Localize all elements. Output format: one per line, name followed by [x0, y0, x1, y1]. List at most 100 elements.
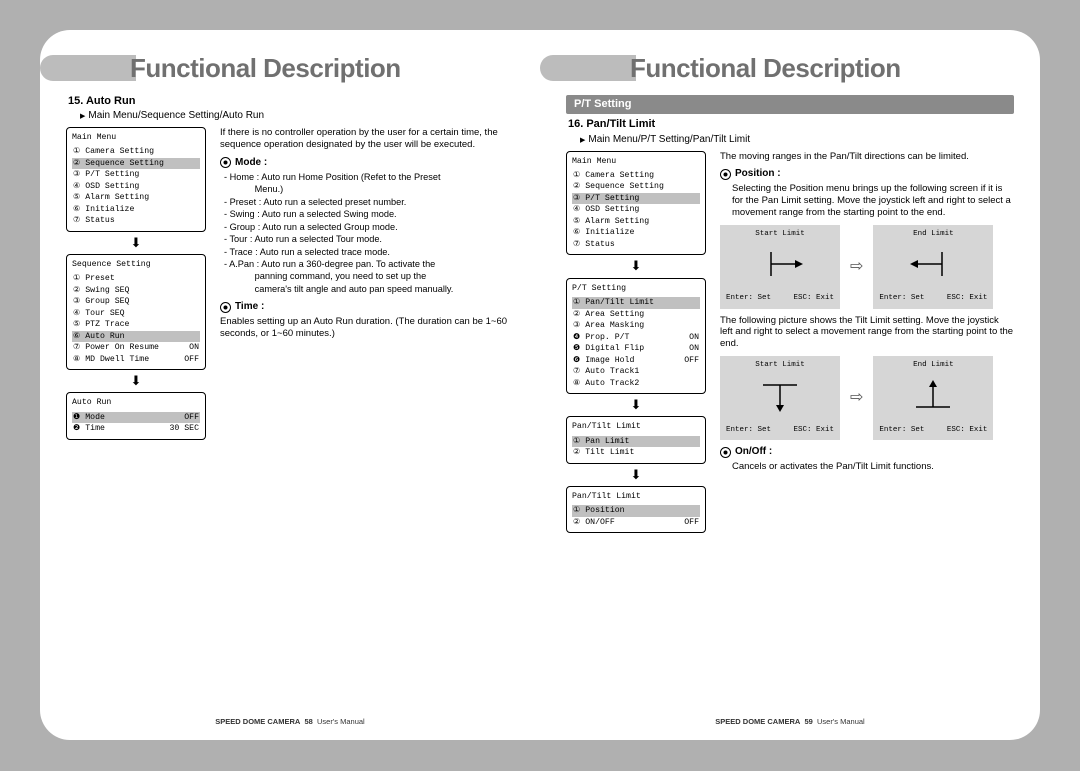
- page-title: Functional Description: [630, 52, 901, 85]
- esc-label: ESC: Exit: [947, 426, 988, 435]
- menu-item: ❻ Image HoldOFF: [572, 355, 700, 366]
- menu-item: ⑧ MD Dwell TimeOFF: [72, 354, 200, 365]
- menu-item: ① Pan/Tilt Limit: [572, 297, 700, 308]
- menu-item: ⑤ Alarm Setting: [572, 216, 700, 227]
- menu-item: ⑦ Status: [72, 215, 200, 226]
- mode-line: - Home : Auto run Home Position (Refet t…: [224, 171, 514, 183]
- footer-page-num: 59: [804, 717, 812, 726]
- down-arrow-icon: ⬇: [566, 258, 706, 274]
- sequence-setting-box: Sequence Setting ① Preset② Swing SEQ③ Gr…: [66, 254, 206, 370]
- menu-title: Pan/Tilt Limit: [572, 491, 700, 502]
- main-menu-box: Main Menu ① Camera Setting② Sequence Set…: [66, 127, 206, 232]
- menu-title: P/T Setting: [572, 283, 700, 294]
- description-column: If there is no controller operation by t…: [220, 127, 514, 443]
- menu-item: ③ P/T Setting: [72, 169, 200, 180]
- footer-product: SPEED DOME CAMERA: [215, 717, 300, 726]
- menu-item: ❷ Time30 SEC: [72, 423, 200, 434]
- menu-item: ③ Group SEQ: [72, 296, 200, 307]
- section-heading: 16. Pan/Tilt Limit: [568, 118, 1014, 132]
- mode-line: panning command, you need to set up the: [224, 270, 514, 282]
- limit-label: Start Limit: [726, 230, 834, 239]
- menu-item: ④ OSD Setting: [72, 181, 200, 192]
- menu-item: ⑤ PTZ Trace: [72, 319, 200, 330]
- title-row: Functional Description: [566, 52, 1014, 85]
- down-arrow-icon: ⬇: [566, 397, 706, 413]
- position-desc: Selecting the Position menu brings up th…: [720, 183, 1014, 219]
- menu-item: ① Position: [572, 505, 700, 516]
- esc-label: ESC: Exit: [793, 294, 834, 303]
- menu-item: ② Sequence Setting: [72, 158, 200, 169]
- footer-product: SPEED DOME CAMERA: [715, 717, 800, 726]
- start-limit-tilt: Start Limit Enter: Set ESC: Exit: [720, 356, 840, 440]
- pan-start-icon: [755, 249, 805, 279]
- menu-item: ② ON/OFFOFF: [572, 517, 700, 528]
- limit-label: Start Limit: [726, 361, 834, 370]
- mode-line: - Swing : Auto run a selected Swing mode…: [224, 208, 514, 220]
- down-arrow-icon: ⬇: [66, 235, 206, 251]
- time-desc: Enables setting up an Auto Run duration.…: [220, 316, 514, 340]
- pantilt-limit-box: Pan/Tilt Limit ① Pan Limit② Tilt Limit: [566, 416, 706, 463]
- menu-item: ⑥ Auto Run: [72, 331, 200, 342]
- tilt-end-icon: [908, 379, 958, 413]
- esc-label: ESC: Exit: [947, 294, 988, 303]
- end-limit-pan: End Limit Enter: Set ESC: Exit: [873, 225, 993, 309]
- title-pill: [40, 55, 136, 81]
- menu-item: ③ P/T Setting: [572, 193, 700, 204]
- page-title: Functional Description: [130, 52, 401, 85]
- title-row: Functional Description: [66, 52, 514, 85]
- menu-title: Pan/Tilt Limit: [572, 421, 700, 432]
- start-limit-pan: Start Limit Enter: Set ESC: Exit: [720, 225, 840, 309]
- tilt-limit-diagram: Start Limit Enter: Set ESC: Exit: [720, 356, 1014, 440]
- mode-heading: Mode :: [220, 157, 514, 170]
- intro-text: If there is no controller operation by t…: [220, 127, 514, 151]
- limit-label: End Limit: [879, 361, 987, 370]
- mode-line: - Group : Auto run a selected Group mode…: [224, 221, 514, 233]
- enter-label: Enter: Set: [726, 294, 771, 303]
- tilt-start-icon: [755, 379, 805, 413]
- mode-line: - Trace : Auto run a selected trace mode…: [224, 246, 514, 258]
- enter-label: Enter: Set: [879, 426, 924, 435]
- menu-column: Main Menu ① Camera Setting② Sequence Set…: [66, 127, 206, 443]
- mode-line: - Tour : Auto run a selected Tour mode.: [224, 233, 514, 245]
- menu-item: ⑧ Auto Track2: [572, 378, 700, 389]
- menu-item: ① Preset: [72, 273, 200, 284]
- menu-item: ❺ Digital FlipON: [572, 343, 700, 354]
- pantilt-limit-box-2: Pan/Tilt Limit ① Position② ON/OFFOFF: [566, 486, 706, 533]
- mode-line: camera's tilt angle and auto pan speed m…: [224, 283, 514, 295]
- intro-text: The moving ranges in the Pan/Tilt direct…: [720, 151, 1014, 163]
- menu-item: ② Swing SEQ: [72, 285, 200, 296]
- footer-manual: User's Manual: [817, 717, 865, 726]
- position-heading: Position :: [720, 168, 1014, 181]
- time-heading: Time :: [220, 301, 514, 314]
- menu-item: ① Camera Setting: [72, 146, 200, 157]
- menu-title: Main Menu: [72, 132, 200, 143]
- auto-run-box: Auto Run ❶ ModeOFF❷ Time30 SEC: [66, 392, 206, 439]
- page-footer: SPEED DOME CAMERA 59 User's Manual: [540, 717, 1040, 726]
- enter-label: Enter: Set: [879, 294, 924, 303]
- manual-spread: Functional Description 15. Auto Run Main…: [40, 30, 1040, 740]
- menu-item: ❶ ModeOFF: [72, 412, 200, 423]
- end-limit-tilt: End Limit Enter: Set ESC: Exit: [873, 356, 993, 440]
- menu-item: ② Sequence Setting: [572, 181, 700, 192]
- menu-item: ① Pan Limit: [572, 436, 700, 447]
- menu-item: ⑥ Initialize: [72, 204, 200, 215]
- down-arrow-icon: ⬇: [566, 467, 706, 483]
- breadcrumb: Main Menu/P/T Setting/Pan/Tilt Limit: [580, 134, 1014, 147]
- onoff-desc: Cancels or activates the Pan/Tilt Limit …: [720, 461, 1014, 473]
- pan-limit-diagram: Start Limit Enter: Set ESC: Exit: [720, 225, 1014, 309]
- menu-title: Auto Run: [72, 397, 200, 408]
- mode-line: - A.Pan : Auto run a 360-degree pan. To …: [224, 258, 514, 270]
- mode-line: Menu.): [224, 183, 514, 195]
- page-58: Functional Description 15. Auto Run Main…: [40, 30, 540, 740]
- pt-setting-bar: P/T Setting: [566, 95, 1014, 115]
- description-column: The moving ranges in the Pan/Tilt direct…: [720, 151, 1014, 537]
- menu-column: Main Menu ① Camera Setting② Sequence Set…: [566, 151, 706, 537]
- footer-manual: User's Manual: [317, 717, 365, 726]
- footer-page-num: 58: [304, 717, 312, 726]
- title-pill: [540, 55, 636, 81]
- menu-item: ② Tilt Limit: [572, 447, 700, 458]
- right-arrow-icon: ⇨: [850, 388, 863, 408]
- menu-item: ⑥ Initialize: [572, 227, 700, 238]
- menu-item: ❹ Prop. P/TON: [572, 332, 700, 343]
- page-footer: SPEED DOME CAMERA 58 User's Manual: [40, 717, 540, 726]
